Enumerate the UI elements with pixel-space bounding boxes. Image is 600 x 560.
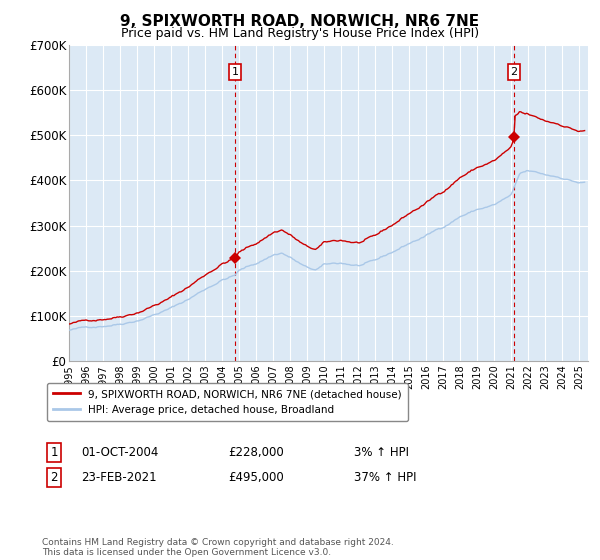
Text: 1: 1 <box>50 446 58 459</box>
Text: £228,000: £228,000 <box>228 446 284 459</box>
Legend: 9, SPIXWORTH ROAD, NORWICH, NR6 7NE (detached house), HPI: Average price, detach: 9, SPIXWORTH ROAD, NORWICH, NR6 7NE (det… <box>47 382 408 421</box>
Text: Price paid vs. HM Land Registry's House Price Index (HPI): Price paid vs. HM Land Registry's House … <box>121 27 479 40</box>
Text: 2: 2 <box>50 470 58 484</box>
Text: 2: 2 <box>511 67 518 77</box>
Text: 9, SPIXWORTH ROAD, NORWICH, NR6 7NE: 9, SPIXWORTH ROAD, NORWICH, NR6 7NE <box>121 14 479 29</box>
Text: £495,000: £495,000 <box>228 470 284 484</box>
Text: 23-FEB-2021: 23-FEB-2021 <box>81 470 157 484</box>
Text: Contains HM Land Registry data © Crown copyright and database right 2024.
This d: Contains HM Land Registry data © Crown c… <box>42 538 394 557</box>
Text: 37% ↑ HPI: 37% ↑ HPI <box>354 470 416 484</box>
Text: 3% ↑ HPI: 3% ↑ HPI <box>354 446 409 459</box>
Text: 1: 1 <box>232 67 238 77</box>
Text: 01-OCT-2004: 01-OCT-2004 <box>81 446 158 459</box>
